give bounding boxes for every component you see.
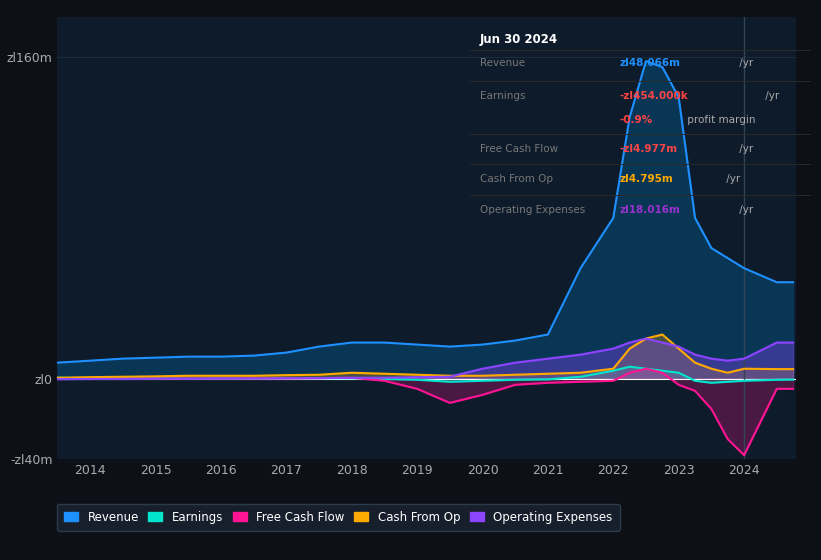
Text: /yr: /yr — [762, 91, 779, 101]
Text: /yr: /yr — [723, 175, 741, 184]
Text: Jun 30 2024: Jun 30 2024 — [479, 33, 558, 46]
Text: /yr: /yr — [736, 58, 754, 68]
Legend: Revenue, Earnings, Free Cash Flow, Cash From Op, Operating Expenses: Revenue, Earnings, Free Cash Flow, Cash … — [57, 503, 620, 531]
Text: profit margin: profit margin — [684, 115, 756, 125]
Text: -zl4.977m: -zl4.977m — [620, 144, 677, 154]
Text: Revenue: Revenue — [479, 58, 525, 68]
Text: Free Cash Flow: Free Cash Flow — [479, 144, 558, 154]
Text: Earnings: Earnings — [479, 91, 525, 101]
Text: zl18.016m: zl18.016m — [620, 205, 681, 214]
Text: zl4.795m: zl4.795m — [620, 175, 673, 184]
Text: zl48.066m: zl48.066m — [620, 58, 681, 68]
Text: -0.9%: -0.9% — [620, 115, 653, 125]
Text: Cash From Op: Cash From Op — [479, 175, 553, 184]
Text: /yr: /yr — [736, 144, 754, 154]
Text: /yr: /yr — [736, 205, 754, 214]
Text: Operating Expenses: Operating Expenses — [479, 205, 585, 214]
Text: -zl454.000k: -zl454.000k — [620, 91, 688, 101]
